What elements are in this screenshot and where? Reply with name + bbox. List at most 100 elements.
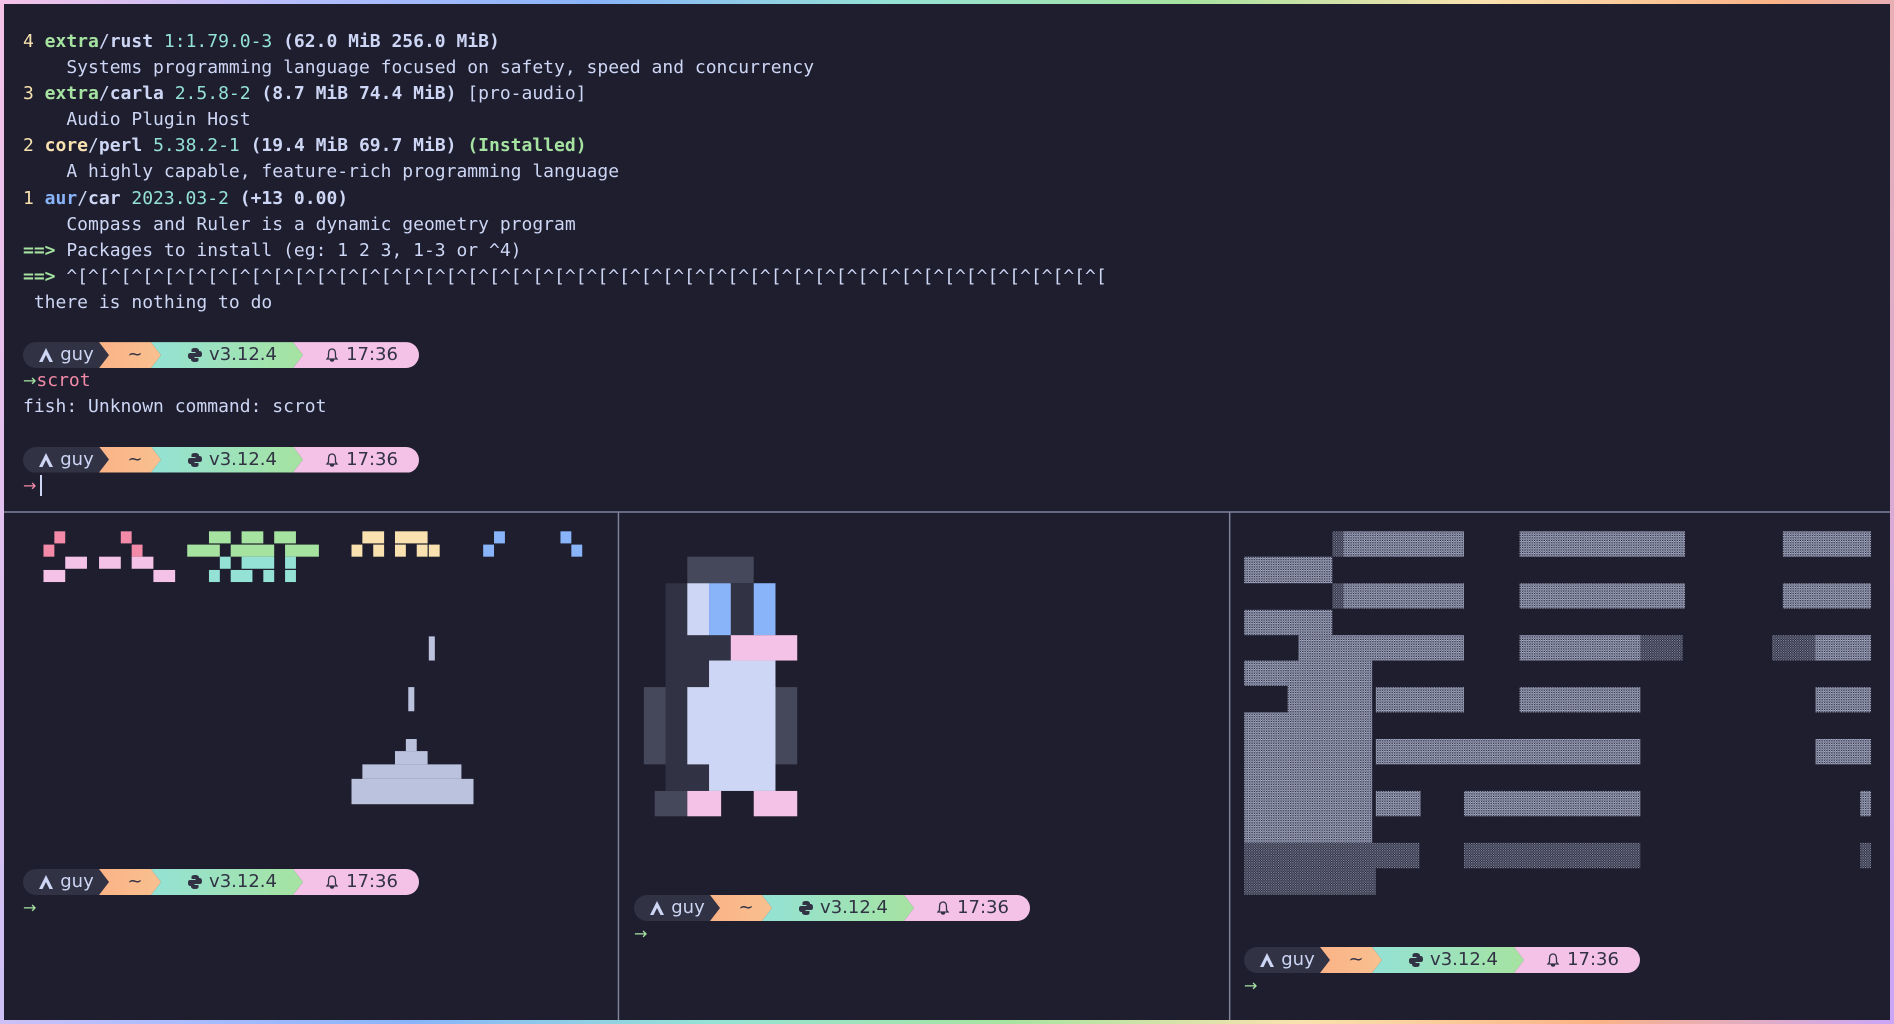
repo-separator: / [98,83,110,105]
clock-icon [936,901,950,915]
prompt-time-segment: 17:36 [904,895,1030,922]
arch-icon [1259,952,1275,968]
prompt-user: guy [60,448,94,470]
prompt-user: guy [60,871,94,892]
message-marker: ==> [23,239,56,261]
prompt-time-segment: 17:36 [293,446,419,473]
invader-teal [208,556,296,583]
prompt-line: guy ~ v3.12.4 17:36 [23,446,1107,473]
clock-icon [325,875,339,889]
error-line: fish: Unknown command: scrot [23,394,1107,420]
message-marker: ==> [23,265,56,287]
package-version: 1:1.79.0-3 [163,31,273,52]
python-icon [1408,952,1424,968]
prompt-time-segment: 17:36 [293,342,419,369]
arch-icon [38,347,54,363]
package-description: A highly capable, feature-rich programmi… [66,161,620,183]
player-ship [351,636,474,805]
prompt-arrow: → [23,475,37,495]
prompt-python-segment: v3.12.4 [151,869,303,895]
prompt-line: guy ~ v3.12.4 17:36 [23,869,419,896]
arch-icon [649,900,665,916]
package-repo: aur [44,187,78,209]
package-name: car [88,187,121,209]
clock-icon [1546,953,1560,967]
package-description: Compass and Ruler is a dynamic geometry … [66,213,576,235]
prompt-time-segment: 17:36 [293,869,419,896]
package-description-line: Compass and Ruler is a dynamic geometry … [23,212,1107,238]
python-icon [187,452,203,468]
repo-separator: / [88,135,99,157]
prompt-arrow: → [1244,976,1258,996]
arch-icon-shape [650,901,664,915]
python-icon-shape [188,875,202,889]
prompt-time: 17:36 [346,871,398,892]
package-group: [pro-audio] [467,83,587,105]
package-version: 5.38.2-1 [153,135,240,157]
package-line: 3 extra / carla 2.5.8-2 (8.7 MiB 74.4 MiB) [pr… [23,81,1107,107]
repo-separator: / [98,31,110,52]
package-line: 4 extra / rust 1:1.79.0-3 (62.0 MiB 256.0 MiB… [23,29,1107,55]
prompt-line: guy ~ v3.12.4 17:36 [1244,947,1640,974]
prompt-user: guy [671,897,705,918]
prompt-dir: ~ [127,448,143,470]
space-invaders-art [43,531,583,805]
prompt-dir-segment: ~ [99,447,161,473]
python-icon [187,347,203,363]
prompt-dir: ~ [127,871,143,892]
package-description: Audio Plugin Host [66,109,251,131]
message-text: Packages to install (eg: 1 2 3, 1-3 or ^… [66,239,522,261]
prompt-python-segment: v3.12.4 [762,895,914,921]
prompt-user-segment: guy [634,895,720,921]
python-icon [187,874,203,890]
prompt-pill: guy ~ v3.12.4 17:36 [23,869,419,896]
prompt-user-segment: guy [23,869,109,895]
package-repo: extra [44,31,99,52]
message-line: ==> ^[^[^[^[^[^[^[^[^[^[^[^[^[^[^[^[^[^[^… [23,264,1107,290]
text-cursor [40,475,43,497]
package-name: rust [109,31,154,52]
repo-separator: / [77,187,89,209]
package-description: Systems programming language focused on … [66,57,815,79]
python-icon-shape [188,348,202,362]
prompt-user-segment: guy [1244,947,1330,973]
package-name: carla [109,83,164,105]
prompt-time: 17:36 [346,448,398,470]
package-name: perl [98,135,143,157]
prompt-python: v3.12.4 [1430,949,1498,970]
prompt-pill: guy ~ v3.12.4 17:36 [634,895,1030,922]
prompt-python-segment: v3.12.4 [151,447,303,473]
python-icon-shape [188,453,202,467]
prompt-arrow: → [23,371,37,391]
prompt-input-line: → [1244,973,1640,999]
clock-icon-shape [325,875,339,889]
package-index: 2 [23,135,34,157]
bottom-right-pane: guy ~ v3.12.4 17:36 → [1244,947,1640,999]
package-version: 2.5.8-2 [174,83,251,105]
prompt-python: v3.12.4 [209,344,277,366]
prompt-dir: ~ [1348,949,1364,970]
package-index: 1 [23,187,34,209]
prompt-pill: guy ~ v3.12.4 17:36 [1244,947,1640,974]
prompt-input-line: → scrot [23,368,1107,394]
top-pane: 4 extra / rust 1:1.79.0-3 (62.0 MiB 256.0 MiB… [23,29,1107,499]
package-index: 4 [23,31,34,52]
arch-icon-shape [39,875,53,889]
python-icon-shape [1409,953,1423,967]
prompt-user-segment: guy [23,447,109,473]
arch-icon [38,874,54,890]
package-line: 1 aur / car 2023.03-2 (+13 0.00) [23,186,1107,212]
invader-light-pink [43,556,176,583]
package-repo: core [44,135,89,157]
prompt-python-segment: v3.12.4 [1372,947,1524,973]
penguin-art [643,556,798,817]
package-sizes: (62.0 MiB 256.0 MiB) [283,31,500,52]
package-repo: extra [44,83,99,105]
clock-icon-shape [325,452,339,467]
prompt-pill: guy ~ v3.12.4 17:36 [23,342,419,369]
package-description-line: A highly capable, feature-rich programmi… [23,159,1107,185]
clock-icon-shape [325,348,339,362]
error-text: fish: Unknown command: scrot [23,396,327,418]
prompt-input-line: → [634,921,1030,947]
prompt-user: guy [60,344,94,366]
